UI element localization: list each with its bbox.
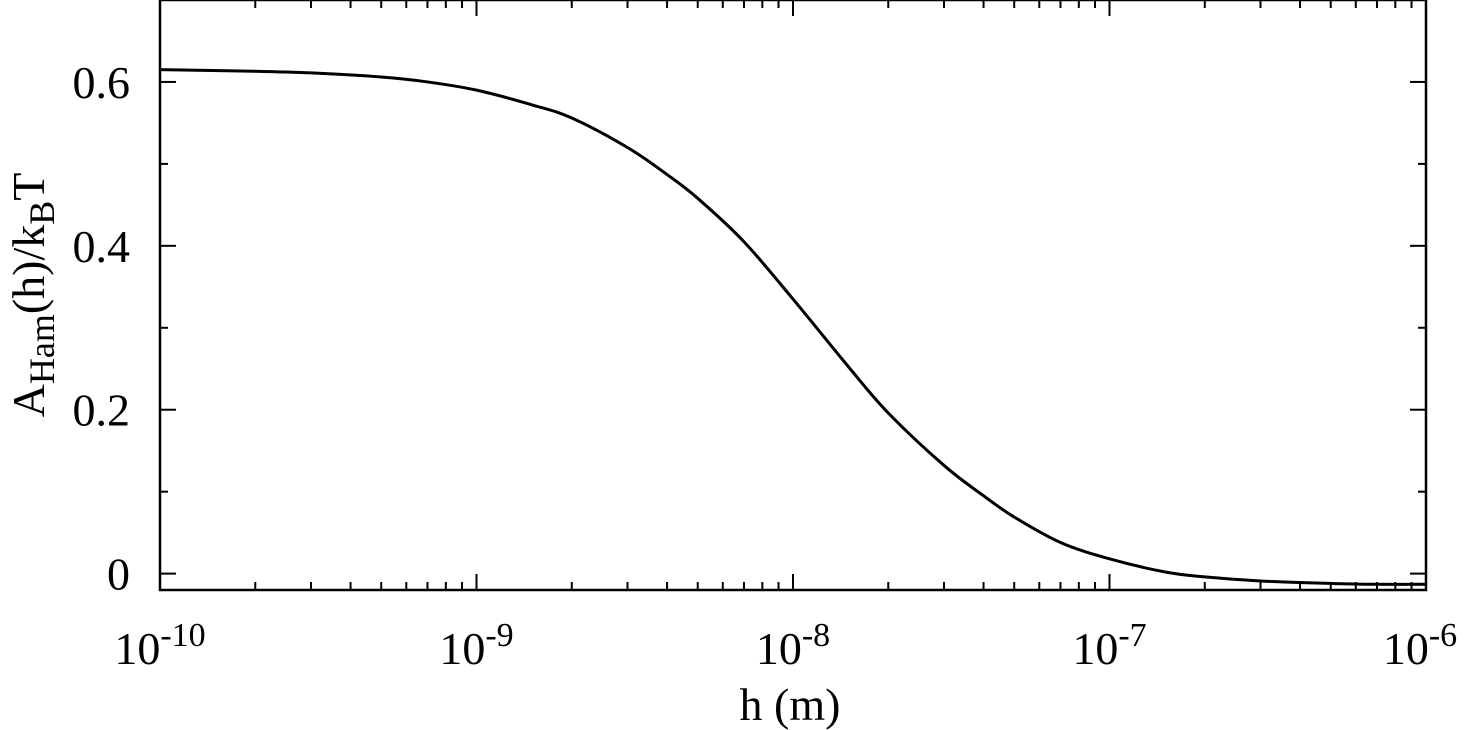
- x-tick-label: 10-6: [1383, 617, 1457, 674]
- x-tick-label: 10-7: [1072, 617, 1146, 674]
- x-tick-label: 10-8: [756, 617, 830, 674]
- x-tick-label: 10-10: [114, 617, 205, 674]
- tick-labels: 10-10 10-9 10-8 10-7 10-6 0 0.2 0.4 0.6: [73, 57, 1458, 674]
- x-tick-label: 10-9: [439, 617, 513, 674]
- y-axis-label: AHam(h)/kBT: [3, 173, 62, 418]
- plot-frame: [158, 0, 1428, 592]
- y-tick-label: 0: [107, 549, 130, 600]
- x-axis-label: h (m): [740, 679, 841, 730]
- y-tick-label: 0.6: [73, 57, 131, 108]
- y-tick-label: 0.4: [73, 221, 131, 272]
- y-tick-label: 0.2: [73, 385, 131, 436]
- axis-ticks: [159, 0, 1427, 590]
- data-line: [159, 68, 1427, 586]
